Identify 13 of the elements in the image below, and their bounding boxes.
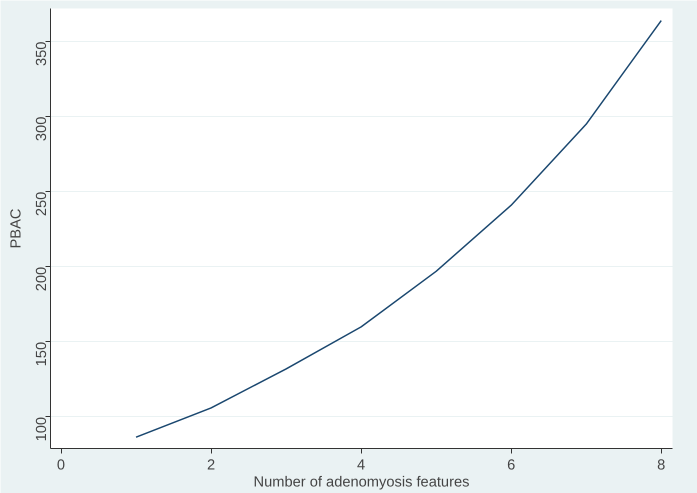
y-tick-label: 350	[34, 42, 50, 66]
x-tick-label: 6	[507, 458, 516, 474]
x-axis-title: Number of adenomyosis features	[254, 474, 470, 490]
x-tick-label: 4	[357, 458, 366, 474]
y-tick-label: 250	[34, 192, 50, 216]
x-tick-label: 8	[657, 458, 666, 474]
x-tick-label: 2	[206, 458, 216, 474]
x-tick-label: 0	[56, 458, 66, 474]
y-tick-label: 200	[34, 266, 50, 292]
y-tick-label: 100	[34, 416, 50, 442]
y-tick-label: 300	[34, 116, 50, 142]
y-tick-label: 150	[34, 342, 50, 366]
y-axis-title: PBAC	[8, 208, 24, 248]
